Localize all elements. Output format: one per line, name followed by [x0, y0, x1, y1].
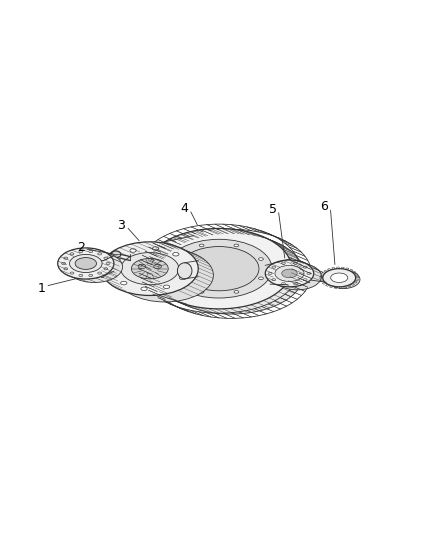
Ellipse shape	[177, 263, 192, 279]
Ellipse shape	[175, 277, 180, 280]
Ellipse shape	[179, 247, 259, 291]
Ellipse shape	[130, 249, 136, 252]
Ellipse shape	[303, 266, 307, 268]
Ellipse shape	[110, 270, 117, 273]
Text: 5: 5	[268, 203, 277, 216]
Ellipse shape	[307, 272, 311, 274]
Ellipse shape	[66, 252, 123, 282]
Ellipse shape	[64, 257, 68, 259]
Ellipse shape	[89, 274, 93, 277]
Ellipse shape	[58, 248, 114, 279]
Ellipse shape	[173, 253, 179, 256]
Ellipse shape	[183, 264, 189, 267]
Text: 2: 2	[77, 241, 85, 254]
Ellipse shape	[138, 264, 146, 269]
Ellipse shape	[104, 268, 108, 270]
Ellipse shape	[303, 279, 307, 281]
Ellipse shape	[175, 258, 180, 260]
Ellipse shape	[199, 244, 204, 247]
Ellipse shape	[258, 277, 263, 280]
Ellipse shape	[265, 260, 314, 287]
Ellipse shape	[146, 229, 292, 309]
Ellipse shape	[273, 263, 321, 290]
Ellipse shape	[89, 251, 93, 253]
Ellipse shape	[159, 233, 304, 314]
Ellipse shape	[327, 270, 360, 288]
Ellipse shape	[166, 239, 272, 298]
Text: 4: 4	[180, 202, 188, 215]
Ellipse shape	[234, 290, 239, 293]
Ellipse shape	[141, 287, 147, 290]
Ellipse shape	[258, 258, 263, 260]
Text: 1: 1	[38, 282, 46, 295]
Ellipse shape	[163, 285, 170, 288]
Ellipse shape	[120, 281, 127, 285]
Ellipse shape	[131, 259, 168, 279]
Ellipse shape	[293, 262, 297, 264]
Ellipse shape	[331, 273, 348, 282]
Ellipse shape	[75, 257, 96, 269]
Ellipse shape	[234, 244, 239, 247]
Ellipse shape	[79, 274, 83, 277]
Ellipse shape	[323, 269, 356, 287]
Ellipse shape	[70, 254, 102, 272]
Ellipse shape	[121, 253, 179, 285]
Ellipse shape	[98, 272, 102, 274]
Ellipse shape	[282, 262, 286, 264]
Ellipse shape	[154, 264, 162, 269]
Ellipse shape	[268, 272, 272, 274]
Ellipse shape	[117, 248, 213, 302]
Ellipse shape	[282, 269, 297, 278]
Ellipse shape	[272, 266, 276, 268]
Ellipse shape	[152, 247, 159, 251]
Text: 6: 6	[320, 200, 328, 213]
Ellipse shape	[95, 260, 111, 277]
Ellipse shape	[70, 272, 74, 274]
Ellipse shape	[106, 262, 110, 264]
Ellipse shape	[114, 257, 120, 261]
Ellipse shape	[79, 251, 83, 253]
Ellipse shape	[272, 279, 276, 281]
Ellipse shape	[101, 242, 198, 295]
Ellipse shape	[62, 262, 66, 264]
Ellipse shape	[275, 265, 304, 281]
Ellipse shape	[98, 253, 102, 255]
Ellipse shape	[70, 253, 74, 255]
Ellipse shape	[104, 257, 108, 259]
Ellipse shape	[180, 276, 186, 280]
Ellipse shape	[199, 290, 204, 293]
Ellipse shape	[282, 282, 286, 285]
Ellipse shape	[111, 251, 121, 258]
Text: 3: 3	[117, 220, 125, 232]
Ellipse shape	[64, 268, 68, 270]
Ellipse shape	[293, 282, 297, 285]
